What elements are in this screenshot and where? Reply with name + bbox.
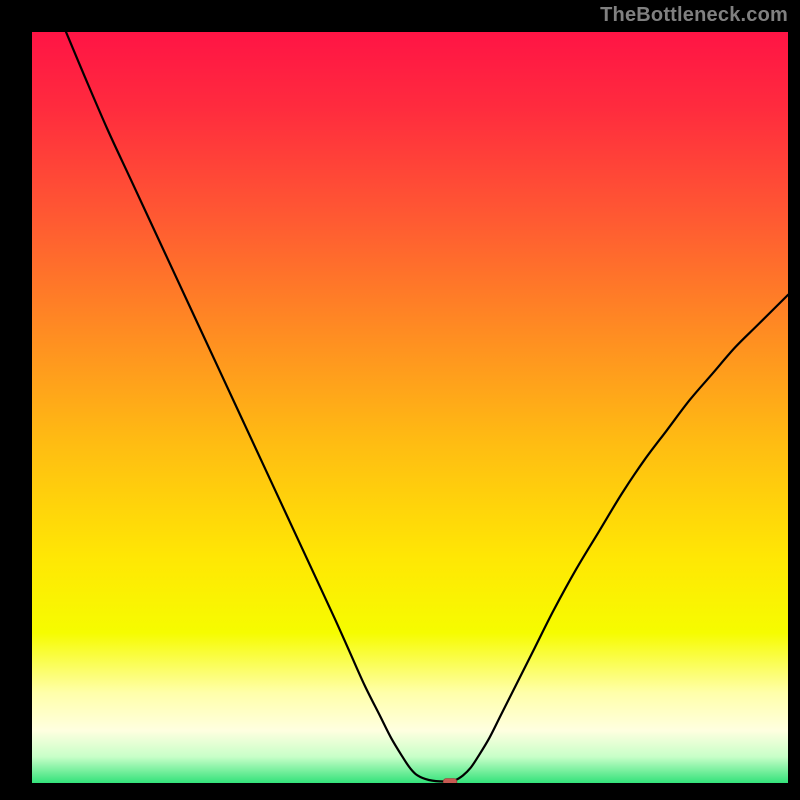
chart-frame: TheBottleneck.com [0, 0, 800, 800]
optimum-marker [443, 778, 457, 783]
chart-svg [32, 32, 788, 783]
plot-area [32, 32, 788, 783]
gradient-background [32, 32, 788, 783]
watermark-text: TheBottleneck.com [600, 4, 788, 27]
